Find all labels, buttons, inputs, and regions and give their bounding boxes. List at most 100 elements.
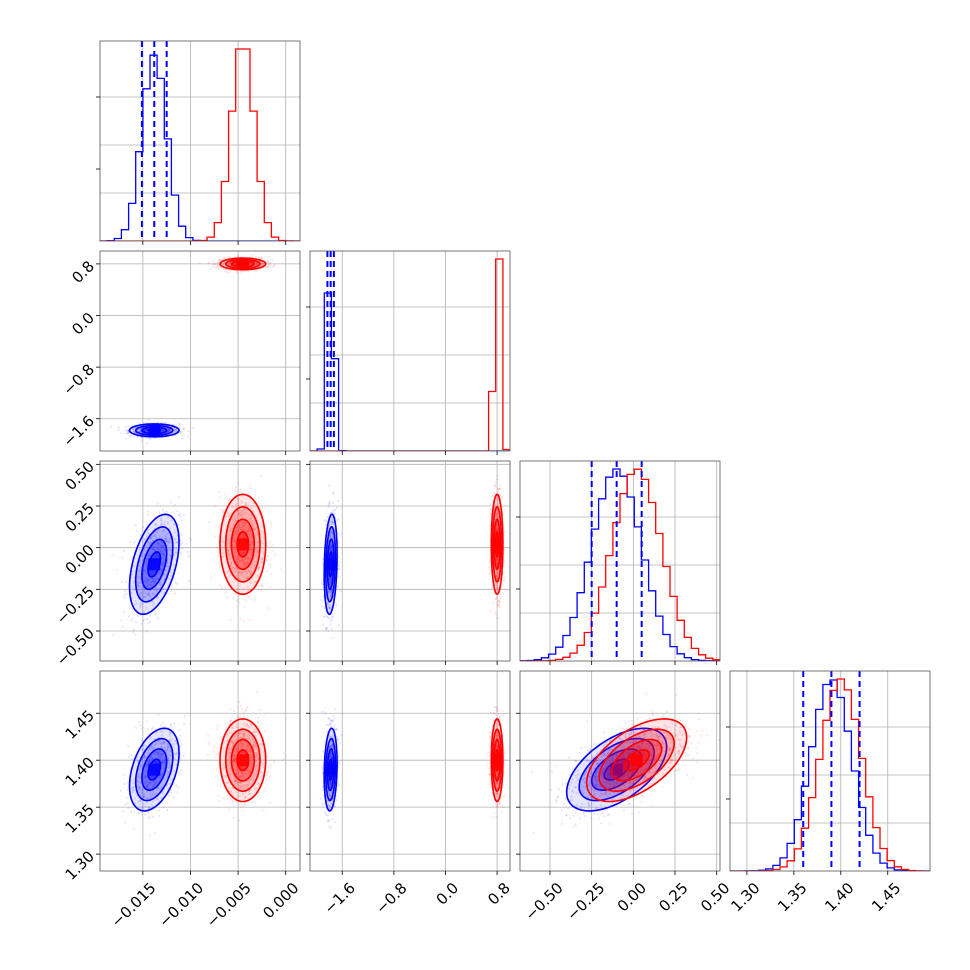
- scatter-point: [168, 430, 171, 433]
- scatter-point: [166, 771, 170, 774]
- scatter-point: [140, 440, 143, 443]
- scatter-point: [156, 597, 159, 600]
- scatter-point: [323, 519, 326, 522]
- scatter-point: [248, 595, 251, 598]
- scatter-point: [176, 582, 179, 586]
- scatter-point: [179, 426, 182, 429]
- scatter-point: [175, 752, 178, 755]
- scatter-point: [260, 256, 263, 259]
- scatter-point: [499, 494, 502, 497]
- scatter-point: [246, 454, 248, 456]
- scatter-point: [227, 549, 230, 552]
- scatter-point: [493, 484, 496, 487]
- scatter-point: [126, 788, 129, 791]
- scatter-point: [154, 575, 157, 578]
- scatter-point: [161, 752, 165, 755]
- density-peak-series-1: [491, 538, 504, 551]
- scatter-point: [256, 550, 259, 553]
- scatter-point: [132, 565, 136, 568]
- scatter-point: [269, 585, 272, 588]
- scatter-point: [328, 577, 331, 580]
- scatter-point: [145, 790, 148, 793]
- scatter-point: [169, 537, 172, 540]
- scatter-point: [146, 622, 150, 625]
- scatter-point: [161, 562, 164, 565]
- scatter-point: [249, 533, 253, 536]
- scatter-point: [229, 256, 232, 259]
- scatter-point: [254, 541, 257, 544]
- scatter-point: [176, 510, 179, 513]
- scatter-point: [247, 491, 250, 494]
- scatter-point: [153, 580, 156, 583]
- scatter-point: [179, 431, 182, 434]
- scatter-point: [174, 430, 177, 433]
- histogram-step-series-0: [520, 468, 720, 661]
- scatter-point: [226, 797, 229, 800]
- scatter-point: [167, 428, 170, 431]
- scatter-point: [157, 541, 160, 544]
- scatter-point: [146, 563, 149, 567]
- scatter-point: [131, 428, 134, 431]
- scatter-point: [253, 581, 256, 584]
- scatter-point: [138, 791, 141, 794]
- scatter-point: [246, 555, 249, 559]
- scatter-point: [159, 550, 163, 553]
- scatter-point: [234, 263, 237, 266]
- scatter-point: [179, 512, 182, 516]
- scatter-point: [243, 570, 246, 573]
- scatter-point: [494, 613, 497, 616]
- scatter-point: [179, 745, 182, 748]
- scatter-point: [130, 754, 133, 757]
- scatter-point: [139, 605, 142, 608]
- scatter-point: [167, 428, 170, 431]
- scatter-point: [325, 626, 329, 630]
- scatter-point: [496, 589, 499, 592]
- scatter-point: [321, 557, 324, 561]
- scatter-point: [266, 544, 269, 548]
- scatter-point: [495, 557, 498, 560]
- scatter-point: [241, 513, 244, 516]
- scatter-point: [139, 602, 143, 605]
- scatter-point: [234, 530, 237, 533]
- scatter-point: [144, 776, 147, 779]
- scatter-point: [137, 581, 140, 584]
- scatter-point: [503, 549, 506, 552]
- scatter-point: [237, 588, 240, 591]
- scatter-point: [145, 591, 148, 595]
- scatter-point: [261, 261, 264, 264]
- scatter-point: [241, 521, 244, 524]
- scatter-point: [337, 518, 340, 521]
- scatter-point: [236, 509, 239, 512]
- scatter-point: [143, 553, 146, 557]
- scatter-point: [496, 587, 499, 590]
- scatter-point: [495, 596, 498, 599]
- scatter-point: [143, 756, 146, 760]
- scatter-point: [173, 742, 176, 746]
- scatter-point: [228, 539, 231, 542]
- scatter-point: [326, 616, 329, 619]
- scatter-point: [238, 584, 241, 587]
- scatter-point: [332, 511, 335, 515]
- scatter-point: [163, 551, 166, 554]
- scatter-point: [157, 528, 161, 531]
- scatter-point: [147, 583, 150, 586]
- scatter-point: [251, 551, 254, 554]
- scatter-point: [237, 497, 240, 500]
- scatter-point: [269, 541, 272, 544]
- scatter-point: [490, 495, 494, 498]
- scatter-point: [175, 751, 178, 754]
- scatter-point: [270, 558, 273, 561]
- scatter-point: [496, 604, 500, 607]
- scatter-point: [217, 264, 220, 267]
- scatter-point: [495, 513, 499, 516]
- scatter-point: [167, 745, 170, 749]
- scatter-point: [329, 546, 332, 549]
- scatter-point: [209, 267, 212, 271]
- scatter-point: [189, 538, 193, 542]
- scatter-point: [496, 528, 499, 532]
- scatter-point: [233, 592, 236, 595]
- scatter-point: [496, 503, 499, 507]
- scatter-point: [129, 434, 132, 437]
- scatter-point: [234, 532, 237, 536]
